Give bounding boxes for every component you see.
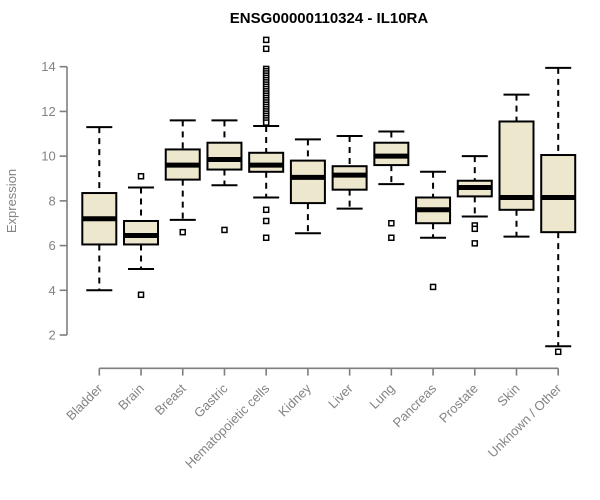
outlier-point (262, 119, 270, 126)
x-tick-label-prostate: Prostate (436, 381, 481, 426)
box-group-skin (498, 93, 535, 238)
box-group-kidney (289, 138, 326, 235)
outlier-point (388, 234, 395, 242)
box-group-pancreas (415, 170, 452, 291)
y-tick-label: 6 (48, 238, 55, 253)
box-group-brain (123, 173, 160, 299)
outlier-point (471, 225, 479, 233)
outlier-point (262, 45, 270, 53)
box-group-lung (373, 130, 410, 242)
iqr-box (206, 141, 243, 171)
y-tick-label: 10 (41, 149, 55, 164)
outlier-point (554, 348, 562, 356)
box-group-bladder (81, 126, 118, 292)
x-tick-label-gastric: Gastric (191, 380, 231, 420)
outlier-point (471, 240, 479, 247)
y-axis-label: Expression (4, 169, 19, 233)
iqr-box (289, 159, 326, 205)
outlier-point (137, 291, 145, 299)
x-tick-label-kidney: Kidney (275, 380, 314, 419)
x-tick-label-pancreas: Pancreas (390, 380, 440, 430)
iqr-box (540, 154, 577, 234)
outlier-point (262, 217, 270, 225)
outlier-point (137, 173, 145, 180)
box-group-liver (331, 135, 368, 210)
outlier-point (179, 228, 186, 236)
outlier-point (262, 36, 270, 44)
x-tick-label-liver: Liver (325, 380, 356, 411)
y-tick-label: 2 (48, 328, 55, 343)
x-tick-label-skin: Skin (494, 381, 522, 409)
iqr-box (123, 219, 160, 246)
outlier-point (262, 234, 270, 242)
x-tick-label-breast: Breast (152, 381, 189, 418)
outlier-point (388, 219, 395, 227)
iqr-box (248, 151, 285, 173)
outlier-point (221, 226, 228, 234)
box-group-unknown-other (540, 66, 577, 356)
x-tick-label-bladder: Bladder (63, 380, 106, 423)
box-group-hematopoietic-cells (248, 36, 285, 242)
box-group-breast (164, 119, 201, 236)
y-tick-label: 8 (48, 193, 55, 208)
y-tick-label: 14 (41, 59, 55, 74)
iqr-box (331, 165, 368, 191)
outlier-point (262, 206, 270, 214)
y-tick-label: 12 (41, 104, 55, 119)
chart-title: ENSG00000110324 - IL10RA (230, 10, 429, 27)
x-tick-label-lung: Lung (366, 381, 397, 412)
outlier-point (429, 283, 437, 291)
x-tick-label-unknown-other: Unknown / Other (485, 380, 565, 460)
y-tick-label: 4 (48, 283, 55, 298)
x-tick-label-brain: Brain (115, 381, 147, 413)
plot-area (81, 36, 577, 356)
box-group-gastric (206, 119, 243, 234)
box-group-prostate (456, 155, 493, 247)
